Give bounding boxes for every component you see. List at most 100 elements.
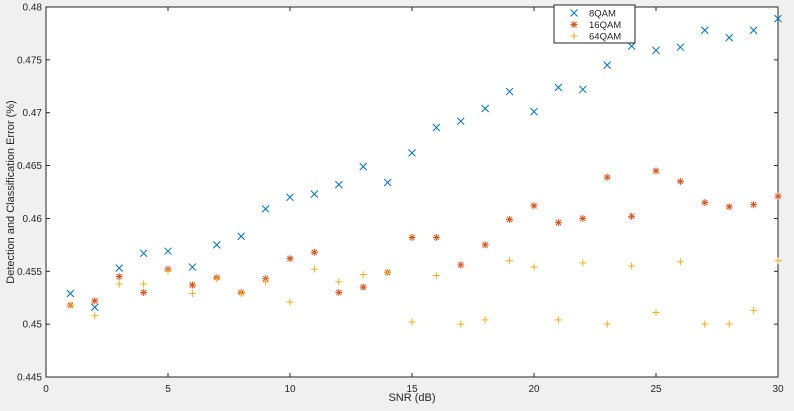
data-point (286, 298, 294, 306)
data-point (774, 192, 782, 200)
data-point (66, 301, 74, 309)
data-point (115, 273, 123, 281)
data-point (603, 173, 611, 181)
data-point (725, 320, 733, 328)
data-point (359, 283, 367, 291)
data-point (578, 85, 587, 94)
data-point (628, 212, 636, 220)
data-point (432, 233, 440, 241)
y-tick-label: 0.465 (17, 161, 42, 172)
y-tick-label: 0.47 (23, 108, 43, 119)
data-point (140, 280, 148, 288)
data-point (261, 205, 270, 213)
x-axis-label: SNR (dB) (388, 392, 435, 404)
data-point (359, 270, 367, 278)
y-axis-label: Detection and Classification Error (%) (5, 100, 17, 283)
data-point (530, 263, 538, 271)
data-point (554, 219, 562, 227)
data-point (164, 267, 172, 275)
axis-ticks: 0 5 10 15 20 25 30 0.445 0.45 0.455 0.46 0.465 0.47 0… (17, 3, 784, 396)
series-64qam (66, 257, 782, 328)
data-point (725, 203, 733, 211)
data-point (213, 275, 221, 283)
data-point (774, 257, 782, 265)
data-point (554, 83, 563, 92)
data-point (140, 288, 148, 296)
data-point (335, 278, 343, 286)
data-point (554, 316, 562, 324)
data-point (481, 241, 489, 249)
data-point (432, 123, 441, 132)
data-point (90, 303, 99, 312)
data-point (750, 201, 758, 209)
data-point (481, 104, 490, 113)
data-point (91, 312, 99, 320)
data-point (383, 178, 392, 187)
legend-entry-8qam: 8QAM (570, 9, 616, 20)
data-point (115, 280, 123, 288)
data-point (628, 262, 636, 270)
data-point (310, 265, 318, 273)
data-point (481, 316, 489, 324)
y-tick-label: 0.455 (17, 267, 42, 278)
y-tick-label: 0.45 (23, 320, 43, 331)
data-point (505, 87, 514, 96)
y-tick-label: 0.46 (23, 214, 43, 225)
legend-marker (570, 32, 578, 40)
data-point (700, 26, 709, 35)
data-point (212, 241, 221, 249)
data-point (676, 258, 684, 266)
data-point (91, 297, 99, 305)
data-point (603, 61, 612, 69)
series-8qam (66, 14, 782, 312)
x-tick-label: 25 (650, 384, 662, 395)
data-point (359, 162, 368, 171)
data-point (579, 214, 587, 222)
data-point (652, 309, 660, 317)
data-point (774, 14, 782, 23)
legend-label: 64QAM (589, 32, 621, 43)
y-tick-label: 0.475 (17, 55, 42, 66)
legend-marker (570, 21, 578, 28)
data-point (164, 247, 172, 256)
data-point (286, 255, 294, 263)
data-point (408, 233, 416, 241)
y-tick-label: 0.48 (23, 3, 43, 14)
data-point (506, 257, 514, 265)
data-point (188, 289, 196, 297)
data-point (408, 318, 416, 326)
data-point (652, 46, 660, 55)
data-point (286, 193, 294, 202)
data-point (676, 43, 685, 52)
data-point (384, 268, 392, 276)
legend-label: 16QAM (589, 20, 621, 31)
data-point (408, 149, 416, 157)
data-point (457, 320, 465, 328)
data-point (701, 320, 709, 328)
data-point (139, 249, 148, 258)
data-point (262, 278, 270, 286)
data-point (750, 306, 758, 314)
legend-entry-16qam: 16QAM (570, 20, 621, 31)
x-tick-label: 15 (406, 384, 418, 395)
data-point (530, 107, 538, 116)
data-point (457, 261, 465, 269)
data-point (456, 117, 465, 126)
legend-box (553, 4, 636, 44)
data-point (530, 202, 538, 210)
x-tick-label: 0 (43, 384, 49, 395)
data-point (725, 33, 734, 42)
data-markers (66, 14, 782, 328)
data-point (335, 288, 343, 296)
data-point (310, 248, 318, 256)
legend-label: 8QAM (589, 9, 616, 20)
x-tick-label: 5 (165, 384, 171, 395)
data-point (237, 289, 245, 297)
data-point (701, 199, 709, 207)
data-point (188, 263, 197, 271)
legend-entry-64qam: 64QAM (570, 32, 621, 43)
